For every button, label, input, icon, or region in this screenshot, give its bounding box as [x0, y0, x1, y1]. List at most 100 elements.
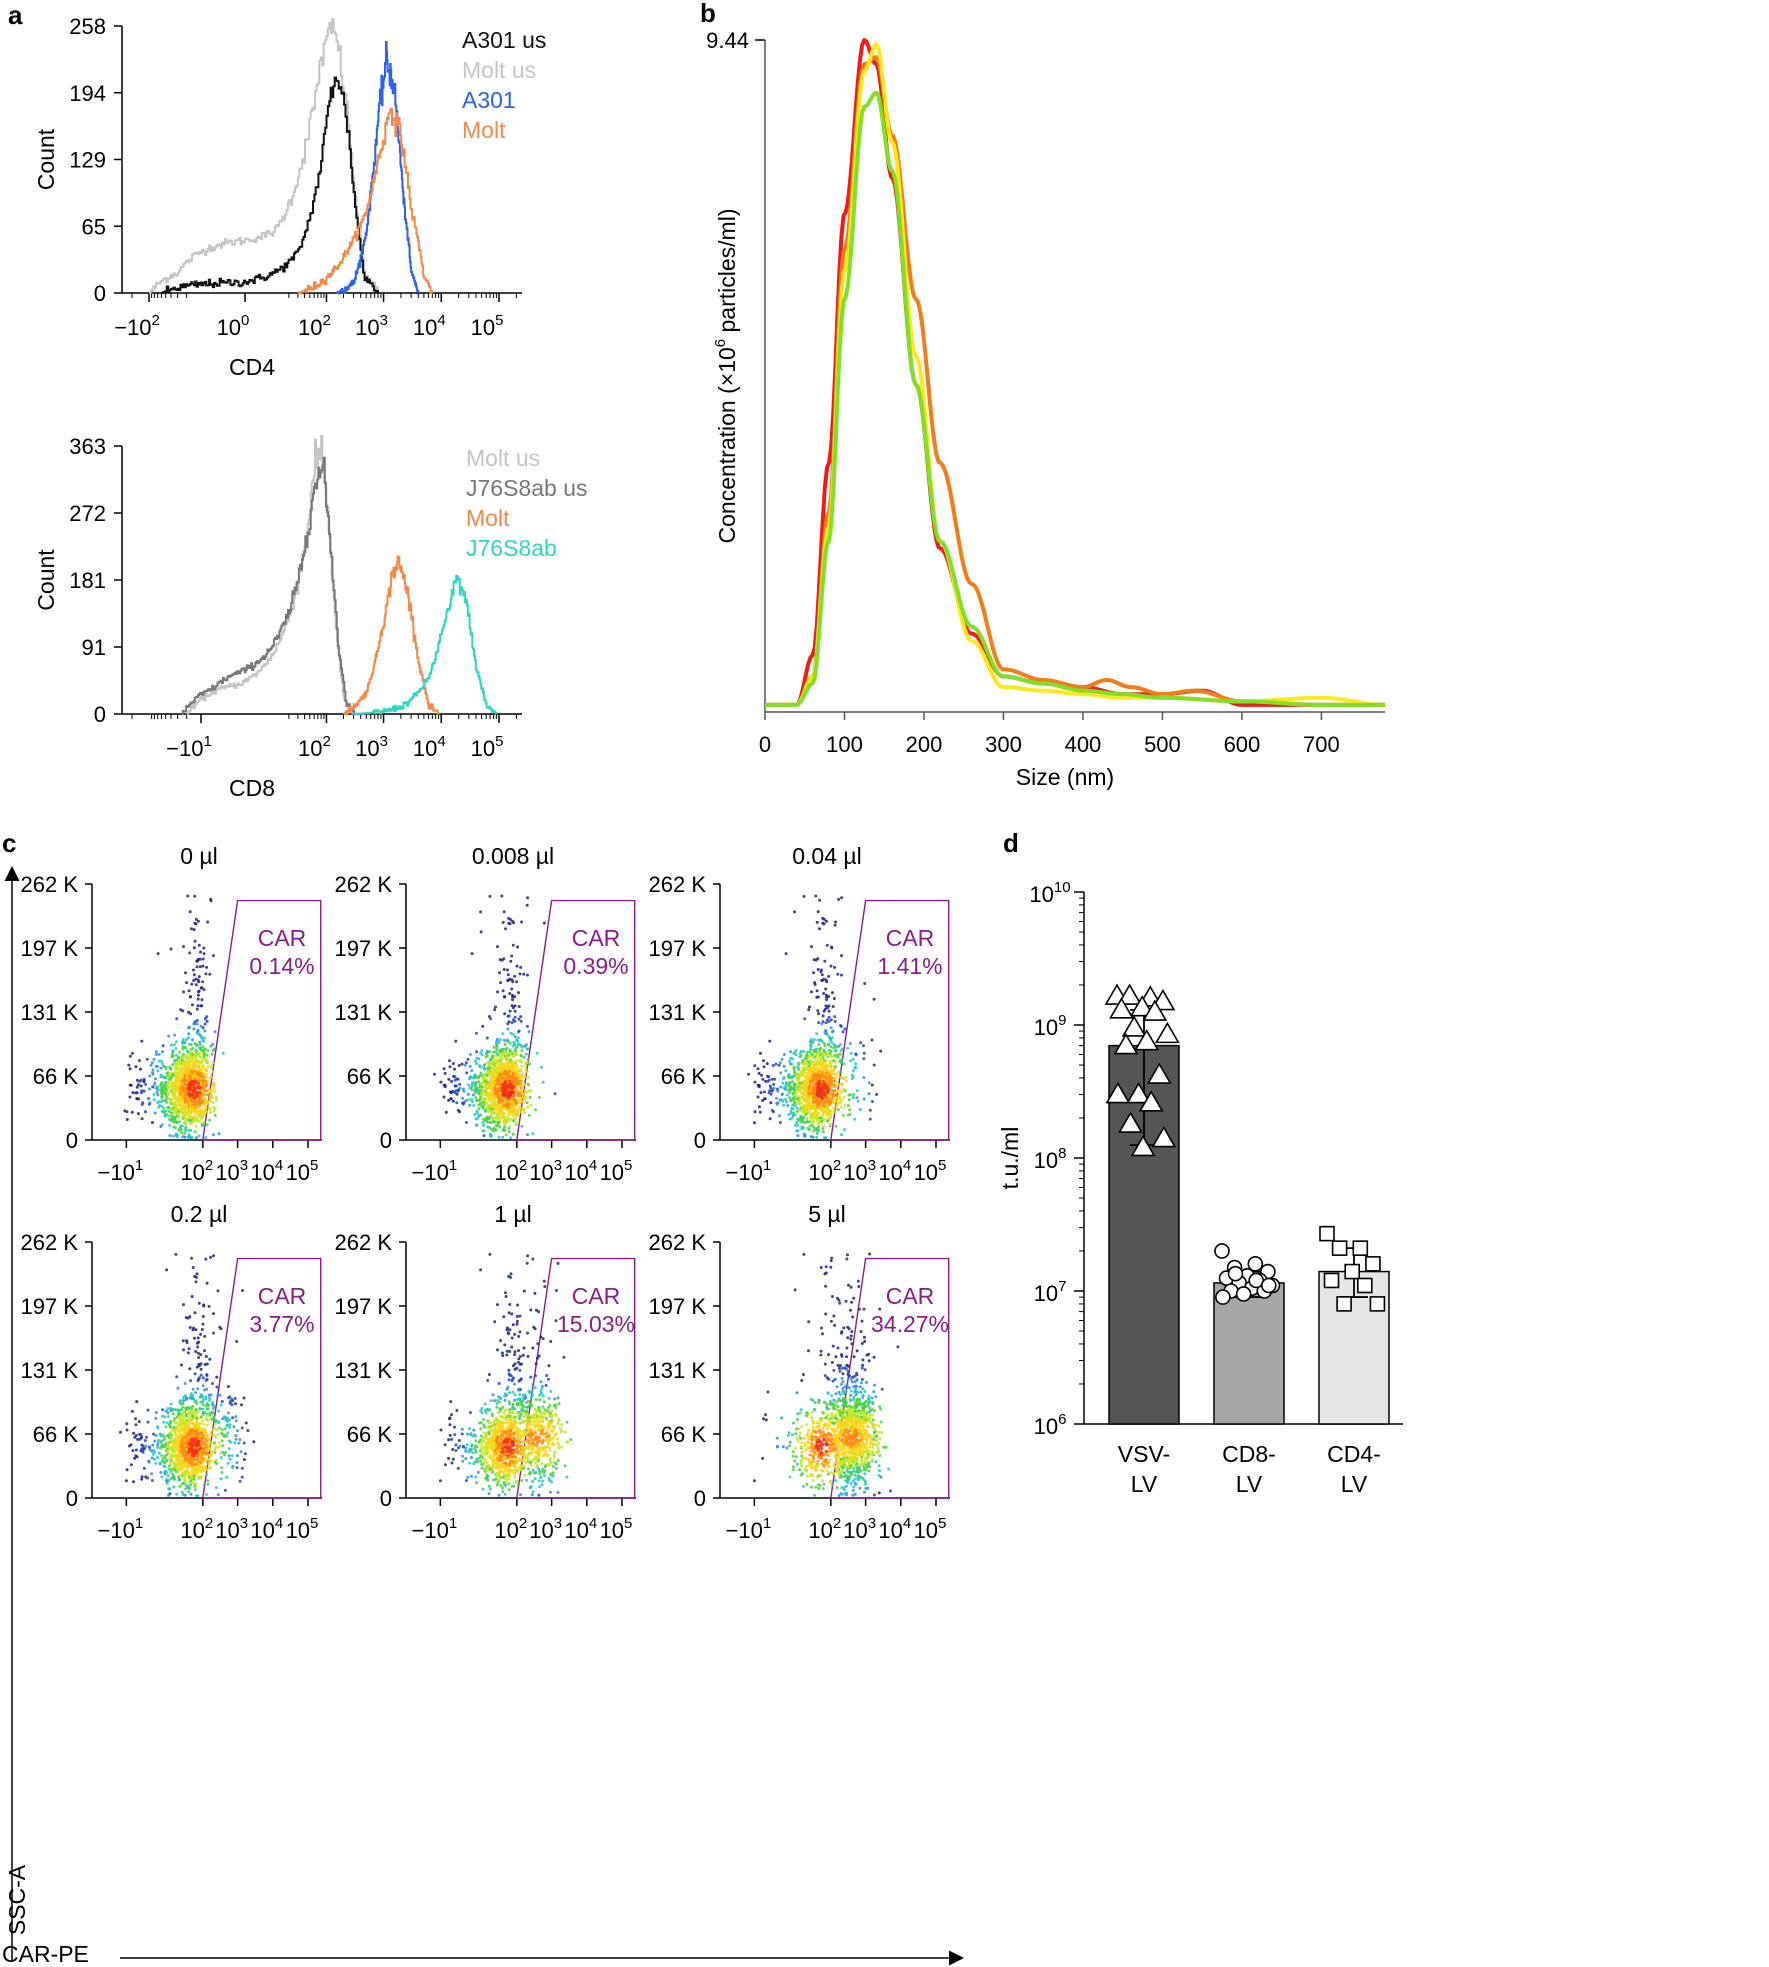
scatter-point — [804, 1112, 808, 1116]
scatter-point — [125, 1110, 129, 1114]
scatter-point — [513, 1117, 517, 1121]
scatter-point — [817, 1082, 821, 1086]
scatter-point — [172, 1095, 176, 1099]
scatter-point — [519, 965, 523, 969]
scatter-point — [482, 1073, 486, 1077]
scatter-point — [816, 1094, 820, 1098]
legend-item: Molt us — [462, 57, 536, 83]
scatter-point — [511, 998, 515, 1002]
scatter-point — [541, 1080, 545, 1084]
scatter-point — [509, 1117, 513, 1121]
scatter-point — [506, 979, 510, 982]
scatter-point — [827, 1076, 831, 1080]
scatter-point — [511, 1071, 515, 1075]
scatter-point — [853, 1066, 857, 1070]
scatter-point — [194, 1102, 197, 1106]
scatter-point — [152, 1432, 155, 1436]
scatter-point — [172, 1084, 176, 1088]
scatter-point — [829, 1045, 833, 1049]
y-tick-label: 197 K — [335, 936, 393, 961]
x-tick-label: 0 — [759, 732, 771, 757]
scatter-point — [517, 1089, 521, 1093]
scatter-point — [189, 1043, 193, 1046]
scatter-point — [784, 1087, 788, 1091]
scatter-point — [501, 1135, 505, 1139]
gate-name: CAR — [886, 925, 935, 951]
gate-percentage: 3.77% — [249, 1311, 314, 1337]
scatter-point — [823, 1075, 826, 1079]
scatter-point — [178, 1077, 182, 1081]
scatter-point — [522, 1055, 526, 1059]
scatter-point — [807, 1111, 811, 1115]
scatter-point — [800, 1072, 804, 1076]
scatter-point — [450, 1079, 454, 1083]
scatter-point — [183, 1090, 187, 1094]
scatter-point — [825, 1114, 829, 1118]
scatter-point — [870, 1083, 874, 1087]
scatter-point — [804, 1056, 808, 1060]
scatter-point — [834, 920, 838, 924]
scatter-point — [518, 1106, 522, 1110]
scatter-point — [166, 1093, 170, 1097]
scatter-point — [172, 1120, 176, 1124]
scatter-point — [187, 1025, 191, 1029]
scatter-point — [793, 910, 797, 914]
scatter-point — [506, 1027, 510, 1031]
scatter-point — [491, 1120, 495, 1124]
scatter-point — [191, 1038, 194, 1042]
scatter-point — [468, 1077, 471, 1081]
scatter-point — [200, 1110, 204, 1114]
scatter-point — [174, 1252, 178, 1256]
scatter-point — [197, 943, 201, 947]
scatter-point — [789, 1050, 793, 1054]
scatter-point — [824, 1021, 828, 1025]
scatter-point — [461, 1087, 465, 1091]
scatter-point — [815, 1052, 819, 1056]
scatter-point — [181, 1405, 185, 1409]
scatter-point — [510, 987, 514, 991]
scatter-point — [503, 1082, 507, 1086]
scatter-point — [179, 1111, 183, 1115]
scatter-point — [189, 1012, 193, 1016]
scatter-point — [516, 945, 520, 949]
scatter-point — [187, 1135, 191, 1139]
scatter-point — [171, 1050, 175, 1053]
scatter-point — [497, 1090, 501, 1094]
concentration-line-yellow — [765, 42, 1385, 707]
scatter-point — [797, 1061, 800, 1065]
scatter-point — [501, 1067, 505, 1071]
legend-item: A301 — [462, 87, 516, 113]
scatter-point — [523, 1083, 527, 1087]
scatter-point — [789, 1099, 793, 1103]
scatter-point — [843, 1103, 847, 1107]
scatter-point — [201, 1026, 205, 1030]
y-axis-label: Count — [33, 549, 59, 611]
legend-item: J76S8ab — [466, 535, 557, 561]
scatter-point — [192, 973, 196, 977]
scatter-point — [827, 1048, 831, 1052]
scatter-point — [841, 1076, 844, 1079]
scatter-point — [200, 1061, 204, 1065]
scatter-point — [814, 1098, 818, 1102]
panel-label-b: b — [700, 0, 716, 28]
scatter-point — [814, 1127, 818, 1131]
scatter-point — [474, 1123, 478, 1127]
scatter-point — [231, 1416, 235, 1420]
x-tick-label: 104 — [413, 312, 446, 340]
scatter-point — [479, 1071, 483, 1075]
scatter-point — [197, 1114, 201, 1118]
scatter-point — [802, 1109, 806, 1113]
scatter-point — [200, 986, 204, 990]
scatter-point — [501, 1032, 505, 1036]
scatter-point — [196, 993, 200, 997]
scatter-point — [217, 1409, 221, 1413]
scatter-point — [157, 1059, 161, 1063]
scatter-point — [523, 1111, 527, 1115]
scatter-point — [128, 1095, 132, 1099]
scatter-point — [837, 897, 841, 901]
scatter-point — [828, 1079, 832, 1083]
scatter-point — [505, 1103, 509, 1106]
scatter-point — [474, 1117, 478, 1121]
scatter-point — [448, 1065, 452, 1069]
scatter-point — [208, 1396, 212, 1400]
